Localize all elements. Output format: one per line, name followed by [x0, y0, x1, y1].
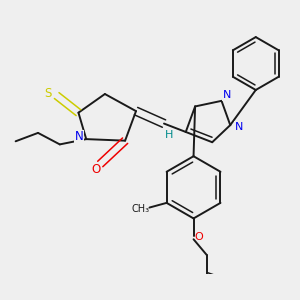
Text: O: O [194, 232, 203, 242]
Text: CH₃: CH₃ [132, 204, 150, 214]
Text: H: H [164, 130, 173, 140]
Text: N: N [75, 130, 84, 143]
Text: S: S [44, 87, 52, 100]
Text: O: O [92, 163, 101, 176]
Text: N: N [223, 90, 231, 100]
Text: N: N [235, 122, 243, 132]
